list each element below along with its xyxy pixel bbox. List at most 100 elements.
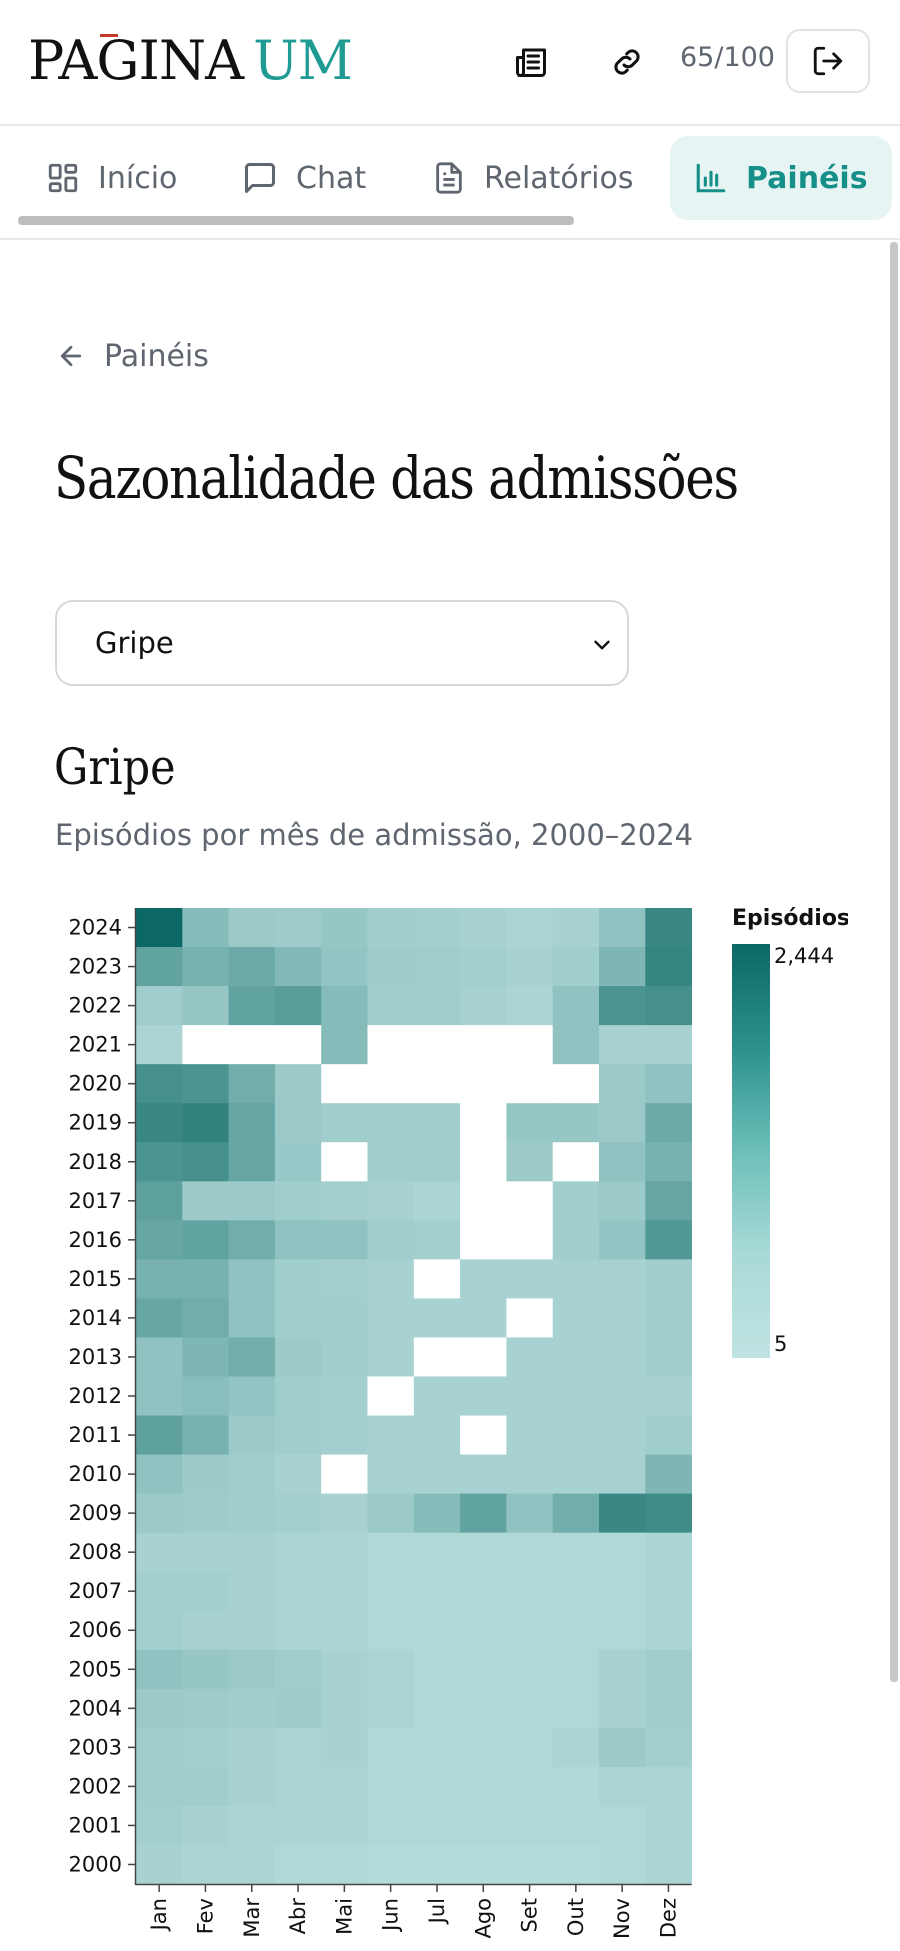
heatmap-cell — [599, 908, 646, 948]
heatmap-cell — [413, 1181, 461, 1221]
newspaper-icon[interactable] — [507, 38, 555, 86]
heatmap-cell — [367, 1025, 415, 1065]
heatmap-cell — [506, 947, 554, 987]
heatmap-cell — [367, 908, 415, 948]
heatmap-cell — [552, 908, 600, 948]
heatmap-cell — [506, 1337, 554, 1377]
heatmap-cell — [506, 986, 554, 1026]
link-icon[interactable] — [603, 38, 651, 86]
heatmap-cell — [367, 1220, 415, 1260]
tab-paineis[interactable]: Painéis — [670, 136, 892, 220]
heatmap-cell — [228, 1688, 276, 1729]
heatmap-cell — [274, 1688, 322, 1729]
heatmap-cell — [506, 908, 554, 948]
heatmap-cell — [645, 1181, 692, 1221]
logout-button[interactable] — [786, 29, 870, 93]
heatmap-cell — [552, 1337, 600, 1377]
heatmap-cell — [413, 1649, 461, 1690]
heatmap-cell — [182, 1181, 229, 1221]
tab-relatorios[interactable]: Relatórios — [432, 136, 633, 220]
heatmap-cell — [274, 1649, 322, 1690]
heatmap-cell — [182, 1103, 229, 1143]
chart-title: Gripe — [54, 738, 176, 796]
heatmap-cell — [228, 1844, 276, 1885]
heatmap-cell — [274, 1181, 322, 1221]
heatmap-cell — [228, 1103, 276, 1143]
heatmap-cell — [182, 1220, 229, 1260]
heatmap-cell — [182, 1376, 229, 1416]
legend-color-bar — [732, 944, 770, 1358]
legend-max-label: 2,444 — [774, 944, 835, 968]
heatmap-cell — [552, 1415, 600, 1455]
heatmap-cell — [645, 908, 692, 948]
tab-label: Painéis — [746, 160, 868, 196]
heatmap-cell — [274, 1259, 322, 1299]
heatmap-cell — [321, 986, 368, 1026]
logo-accent: UM — [253, 29, 353, 92]
heatmap-cell — [136, 1571, 183, 1612]
heatmap-cell — [321, 1571, 368, 1612]
y-tick-label: 2003 — [69, 1735, 122, 1759]
heatmap-cell — [460, 1649, 507, 1690]
disease-select[interactable]: Gripe — [55, 600, 629, 686]
heatmap-cell — [645, 1142, 692, 1182]
tabs-scrollbar[interactable] — [18, 216, 574, 225]
legend-min-label: 5 — [774, 1332, 788, 1356]
heatmap-cell — [599, 947, 646, 987]
heatmap-cell — [413, 1025, 461, 1065]
heatmap-cell — [182, 1415, 229, 1455]
heatmap-cell — [321, 1493, 368, 1534]
heatmap-cell — [645, 1415, 692, 1455]
heatmap-cell — [552, 1610, 600, 1651]
heatmap-cell — [274, 1415, 322, 1455]
heatmap-cell — [460, 1376, 507, 1416]
heatmap-cell — [506, 1571, 554, 1612]
logo[interactable]: PAGINA UM — [28, 26, 353, 96]
heatmap-cell — [367, 1532, 415, 1573]
heatmap-cell — [274, 1103, 322, 1143]
heatmap-cell — [506, 1844, 554, 1885]
back-link[interactable]: Painéis — [56, 334, 209, 378]
y-tick-label: 2020 — [69, 1072, 122, 1096]
heatmap-cell — [367, 986, 415, 1026]
y-tick-label: 2006 — [69, 1618, 122, 1642]
grid-icon — [48, 163, 78, 193]
heatmap-cell — [460, 1571, 507, 1612]
heatmap-cell — [228, 1025, 276, 1065]
heatmap-cell — [136, 1181, 183, 1221]
heatmap-cell — [645, 1532, 692, 1573]
heatmap-cell — [228, 1727, 276, 1768]
heatmap-cell — [645, 1805, 692, 1846]
tab-inicio[interactable]: Início — [46, 136, 177, 220]
y-tick-label: 2019 — [69, 1111, 122, 1135]
credits-counter: 65/100 — [680, 42, 775, 73]
heatmap-cell — [321, 1610, 368, 1651]
heatmap-cell — [136, 1337, 183, 1377]
x-tick-label: Ago — [471, 1898, 495, 1939]
heatmap-cell — [460, 1220, 507, 1260]
heatmap-cell — [367, 1298, 415, 1338]
heatmap-cell — [321, 1025, 368, 1065]
heatmap-cell — [136, 1220, 183, 1260]
heatmap-cell — [321, 1064, 368, 1104]
heatmap-cell — [460, 947, 507, 987]
tab-chat[interactable]: Chat — [242, 136, 366, 220]
heatmap-cell — [182, 1610, 229, 1651]
heatmap-cell — [136, 1298, 183, 1338]
heatmap-cell — [413, 947, 461, 987]
heatmap-cell — [136, 1376, 183, 1416]
x-tick-label: Out — [564, 1898, 588, 1936]
y-tick-label: 2018 — [69, 1150, 122, 1174]
heatmap-cell — [413, 1376, 461, 1416]
heatmap-cell — [506, 1649, 554, 1690]
heatmap-cell — [182, 908, 229, 948]
heatmap-cell — [506, 1220, 554, 1260]
heatmap-cell — [228, 1376, 276, 1416]
heatmap-cell — [321, 1766, 368, 1807]
heatmap-cell — [413, 1571, 461, 1612]
heatmap-cell — [182, 1805, 229, 1846]
heatmap-cell — [274, 1766, 322, 1807]
page-scrollbar[interactable] — [890, 242, 898, 1682]
heatmap-cell — [506, 1454, 554, 1494]
heatmap-cell — [274, 1454, 322, 1494]
